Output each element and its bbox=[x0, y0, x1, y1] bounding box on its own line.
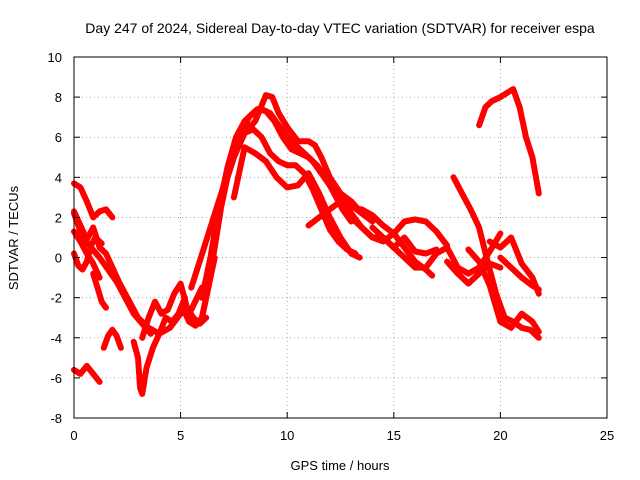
y-tick-label: -8 bbox=[50, 411, 62, 426]
y-tick-label: 2 bbox=[55, 210, 62, 225]
series-arc-21 bbox=[444, 258, 504, 287]
x-tick-labels: 0 5 10 15 20 25 bbox=[70, 428, 614, 443]
series-arc-3 bbox=[71, 210, 154, 337]
x-axis-label: GPS time / hours bbox=[291, 458, 390, 473]
series-arc-26 bbox=[476, 86, 542, 197]
series-arc-23 bbox=[465, 246, 542, 335]
series-arc-10 bbox=[139, 280, 210, 341]
y-tick-label: 10 bbox=[48, 50, 62, 65]
series-arc-19 bbox=[348, 214, 436, 279]
x-tick-label: 25 bbox=[600, 428, 614, 443]
chart-title: Day 247 of 2024, Sidereal Day-to-day VTE… bbox=[85, 20, 595, 36]
series-arc-7 bbox=[71, 362, 103, 385]
series-arc-8 bbox=[100, 326, 124, 351]
y-tick-labels: -8 -6 -4 -2 0 2 4 6 8 10 bbox=[48, 50, 62, 426]
y-tick-label: -2 bbox=[50, 291, 62, 306]
data-traces bbox=[71, 86, 542, 397]
y-tick-label: 8 bbox=[55, 90, 62, 105]
plot-frame bbox=[73, 56, 608, 419]
series-arc-22 bbox=[450, 174, 542, 341]
series-arc-16 bbox=[230, 144, 363, 261]
series-arc-1 bbox=[71, 180, 116, 221]
series-arc-5 bbox=[71, 234, 105, 273]
x-tick-label: 0 bbox=[70, 428, 77, 443]
series-arc-6 bbox=[90, 270, 109, 311]
x-tick-label: 20 bbox=[493, 428, 507, 443]
y-tick-label: -6 bbox=[50, 371, 62, 386]
x-tick-label: 15 bbox=[387, 428, 401, 443]
y-axis-label: SDTVAR / TECUs bbox=[6, 185, 21, 290]
series-arc-17 bbox=[305, 198, 451, 249]
y-tick-label: 6 bbox=[55, 130, 62, 145]
x-tick-label: 5 bbox=[177, 428, 184, 443]
series-arc-20 bbox=[369, 224, 440, 257]
series-arc-24 bbox=[486, 234, 542, 297]
axis-ticks bbox=[73, 56, 608, 419]
y-tick-label: 0 bbox=[55, 251, 62, 266]
series-arc-15 bbox=[209, 92, 376, 231]
y-tick-label: -4 bbox=[50, 331, 62, 346]
series-arc-25 bbox=[497, 254, 542, 293]
y-tick-label: 4 bbox=[55, 170, 62, 185]
x-tick-label: 10 bbox=[280, 428, 294, 443]
